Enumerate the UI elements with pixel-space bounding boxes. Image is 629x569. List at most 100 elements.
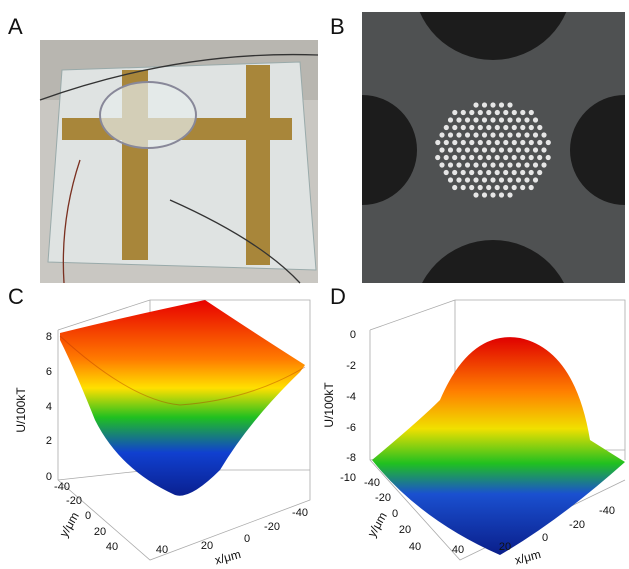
particle xyxy=(456,132,461,137)
particle xyxy=(486,170,491,175)
particle xyxy=(478,140,483,145)
particle xyxy=(456,162,461,167)
particle xyxy=(473,192,478,197)
y-tick-label: -40 xyxy=(364,477,380,489)
particle xyxy=(461,110,466,115)
particle xyxy=(482,192,487,197)
z-tick-label: -10 xyxy=(340,472,356,484)
particle xyxy=(435,155,440,160)
particle xyxy=(465,147,470,152)
particle xyxy=(503,185,508,190)
particle xyxy=(473,162,478,167)
plot-d xyxy=(370,300,625,560)
particle xyxy=(482,162,487,167)
figure: A B C U/100kT y/μm x/μm D U/100kT y/μm x… xyxy=(0,0,629,569)
particle xyxy=(448,162,453,167)
panel-label: B xyxy=(330,14,345,39)
particle xyxy=(507,177,512,182)
x-tick-label: 0 xyxy=(542,532,548,544)
particle xyxy=(478,125,483,130)
x-tick-label: 20 xyxy=(499,541,511,553)
particle xyxy=(452,185,457,190)
particle xyxy=(499,147,504,152)
x-axis-label: x/μm xyxy=(513,547,542,567)
z-tick-label: 8 xyxy=(46,331,52,343)
particle xyxy=(469,125,474,130)
particle xyxy=(452,140,457,145)
particle xyxy=(541,147,546,152)
particle xyxy=(444,170,449,175)
particle xyxy=(448,132,453,137)
particle xyxy=(469,110,474,115)
y-tick-label: -20 xyxy=(375,492,391,504)
particle xyxy=(486,155,491,160)
panel-label: C xyxy=(8,284,24,309)
particle xyxy=(499,177,504,182)
particle xyxy=(537,140,542,145)
particle xyxy=(435,140,440,145)
particle xyxy=(541,132,546,137)
particle xyxy=(529,185,534,190)
x-tick-label: -20 xyxy=(569,519,585,531)
particle xyxy=(533,177,538,182)
z-tick-label: -2 xyxy=(346,360,356,372)
particle xyxy=(533,147,538,152)
particle xyxy=(486,185,491,190)
z-tick-label: 0 xyxy=(46,471,52,483)
particle xyxy=(507,102,512,107)
particle xyxy=(503,110,508,115)
particle xyxy=(473,102,478,107)
particle xyxy=(507,117,512,122)
particle xyxy=(516,177,521,182)
particle xyxy=(495,185,500,190)
particle xyxy=(529,140,534,145)
x-tick-label: -20 xyxy=(264,521,280,533)
particle xyxy=(448,147,453,152)
particle xyxy=(512,185,517,190)
particle xyxy=(486,140,491,145)
particle xyxy=(473,117,478,122)
particle xyxy=(499,162,504,167)
particle xyxy=(516,117,521,122)
particle xyxy=(461,185,466,190)
particle xyxy=(495,140,500,145)
particle xyxy=(465,177,470,182)
particle xyxy=(537,125,542,130)
particle xyxy=(448,117,453,122)
z-axis-label: U/100kT xyxy=(14,387,28,433)
particle xyxy=(444,125,449,130)
particle xyxy=(529,125,534,130)
particle xyxy=(503,125,508,130)
z-tick-label: 0 xyxy=(350,329,356,341)
z-tick-label: -8 xyxy=(346,452,356,464)
z-tick-label: 2 xyxy=(46,435,52,447)
particle xyxy=(524,162,529,167)
particle xyxy=(439,162,444,167)
particle xyxy=(524,132,529,137)
particle xyxy=(546,155,551,160)
particle xyxy=(452,110,457,115)
particle xyxy=(507,147,512,152)
particle xyxy=(499,102,504,107)
x-tick-label: 20 xyxy=(201,540,213,552)
particle xyxy=(533,117,538,122)
particle xyxy=(495,110,500,115)
particle xyxy=(478,170,483,175)
particle xyxy=(490,192,495,197)
particle xyxy=(490,177,495,182)
z-tick-label: 6 xyxy=(46,366,52,378)
panel-label: D xyxy=(330,284,346,309)
y-tick-label: 40 xyxy=(409,541,421,553)
y-tick-label: 40 xyxy=(106,541,118,553)
photo-a xyxy=(40,40,318,283)
particle xyxy=(495,170,500,175)
particle xyxy=(524,147,529,152)
particle xyxy=(486,125,491,130)
particle xyxy=(512,110,517,115)
particle xyxy=(439,132,444,137)
y-axis-label: y/μm xyxy=(57,510,82,540)
particle xyxy=(482,177,487,182)
z-tick-label: 4 xyxy=(46,401,52,413)
particle xyxy=(533,132,538,137)
particle xyxy=(461,170,466,175)
